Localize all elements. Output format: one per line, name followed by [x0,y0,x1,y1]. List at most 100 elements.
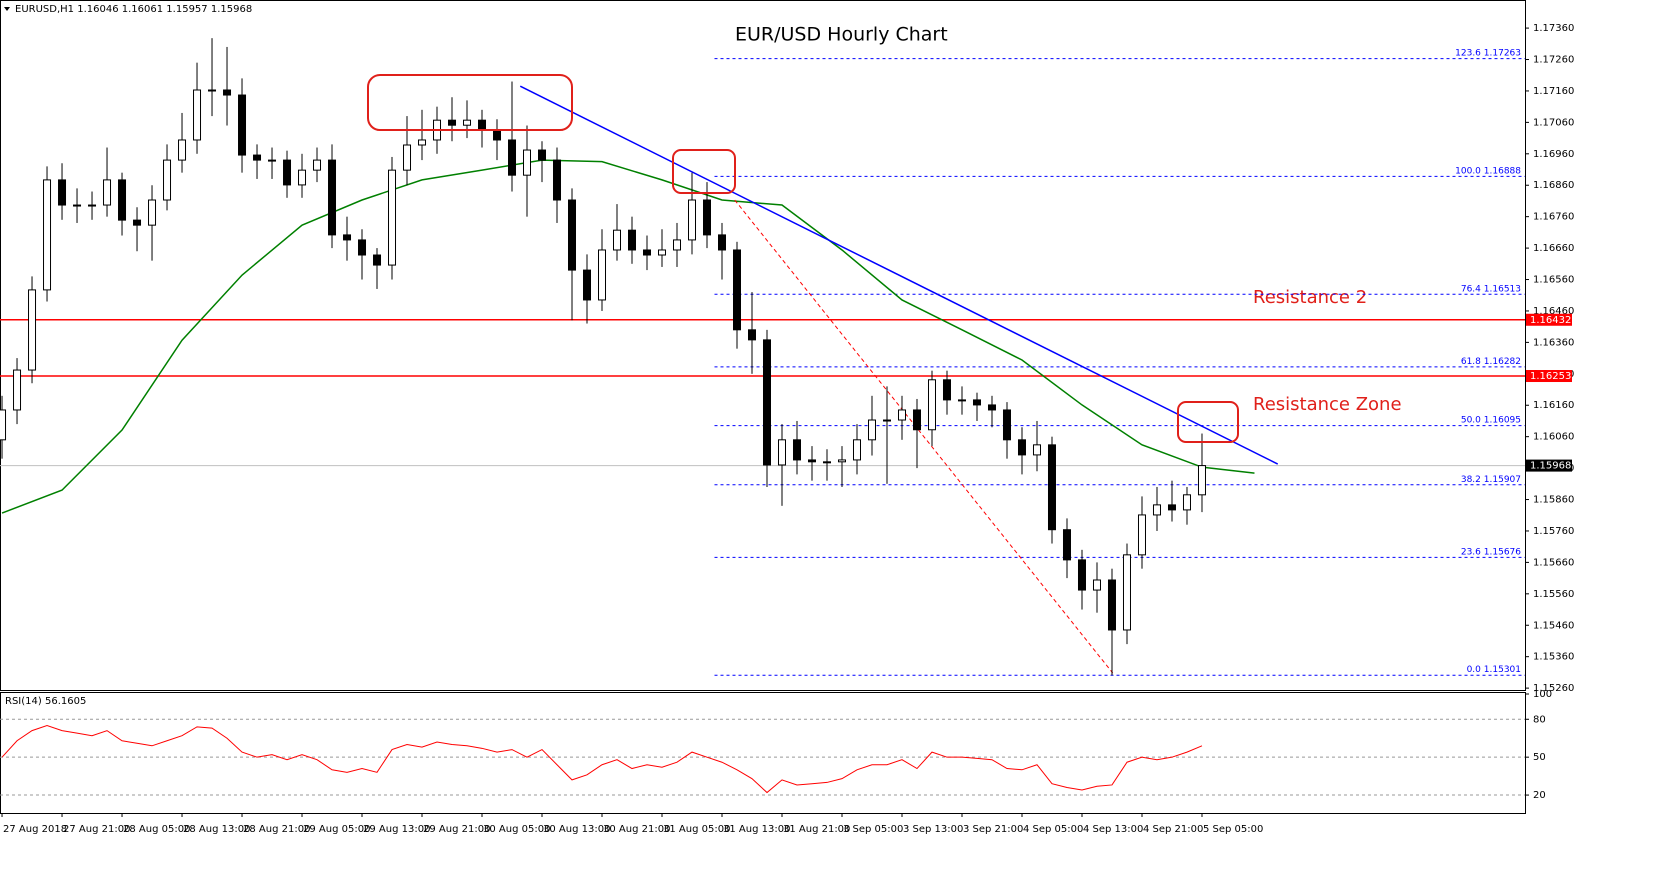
fib-price: 1.16513 [1484,284,1521,294]
x-tick-label: 30 Aug 21:00 [603,824,670,835]
candle-body [163,159,172,201]
fib-price: 1.16095 [1484,415,1521,425]
fib-price: 1.17263 [1484,48,1521,58]
rsi-line [1,725,1203,794]
x-tick-label: 4 Sep 13:00 [1083,824,1143,835]
fib-label: 0.0 1.15301 [1467,665,1521,675]
y-tick-label: 1.17060 [1533,117,1574,128]
fib-price: 1.15301 [1484,665,1521,675]
highlight-box [672,149,736,194]
candle-body [73,204,82,207]
x-tick-label: 31 Aug 13:00 [723,824,790,835]
fib-ratio: 100.0 [1455,166,1481,176]
candle-body [88,204,97,207]
y-tick-label: 1.16460 [1533,306,1574,317]
x-tick-label: 3 Sep 05:00 [843,824,903,835]
fib-label: 61.8 1.16282 [1461,356,1521,366]
marks: 1.15260 1.15360 1.15460 1.15560 1.15660 1.157… [0,23,1574,835]
x-tick-label: 28 Aug 21:00 [243,824,310,835]
candle-body [478,119,487,131]
candle-body [628,229,637,251]
highlight-box [1177,401,1239,443]
candle-body [1017,439,1026,456]
candle-body [673,239,682,251]
candle-body [912,409,921,431]
y-tick-label: 1.16160 [1533,400,1574,411]
candle-body [388,169,397,266]
candle-body [1107,579,1116,631]
highlight-box [367,74,573,131]
candle-body [748,329,757,341]
candle-body [448,119,457,126]
x-tick-label: 29 Aug 21:00 [423,824,490,835]
x-tick-label: 4 Sep 05:00 [1023,824,1083,835]
rsi-tick-label: 100 [1533,689,1552,700]
candle-body [208,89,217,92]
candle-body [343,234,352,241]
candle-body [613,229,622,251]
candle-body [373,254,382,266]
price-tag [1526,370,1572,383]
price-tag-label: 1.15968 [1530,461,1571,472]
y-tick-label: 1.17160 [1533,86,1574,97]
x-tick-label: 27 Aug 21:00 [63,824,130,835]
y-tick-label: 1.16660 [1533,243,1574,254]
candle-body [58,179,67,206]
chart-header: EURUSD,H1 1.16046 1.16061 1.15957 1.1596… [15,4,252,15]
price-tag [1526,459,1572,472]
fib-label: 23.6 1.15676 [1461,547,1521,557]
candle-body [223,89,232,96]
candle-body [882,419,891,422]
candle-body [972,399,981,406]
fib-ratio: 61.8 [1461,356,1481,366]
candle-body [942,379,951,401]
trend-line [519,85,1279,465]
candle-body [822,461,831,464]
candle-body [1077,559,1086,591]
candle-body [852,439,861,461]
x-tick-label: 27 Aug 2018 [3,824,67,835]
fib-ratio: 50.0 [1461,415,1481,425]
candle-body [568,199,577,271]
fib-label: 38.2 1.15907 [1461,474,1521,484]
menu-triangle [4,7,10,11]
fib-price: 1.15676 [1484,547,1521,557]
fib-ratio: 23.6 [1461,547,1481,557]
candle-body [957,399,966,402]
main-pane-frame [0,0,1526,691]
rsi-tick-label: 80 [1533,714,1546,725]
fib-ratio: 123.6 [1455,48,1481,58]
x-tick-label: 30 Aug 13:00 [543,824,610,835]
candle-body [553,159,562,201]
candle-body [193,89,202,141]
y-tick-label: 1.15760 [1533,526,1574,537]
y-tick-label: 1.17260 [1533,55,1574,66]
x-tick-label: 3 Sep 13:00 [903,824,963,835]
candle-body [703,199,712,236]
annotation: Resistance 2 [1253,287,1367,308]
fib-price: 1.16282 [1484,356,1521,366]
candle-body [718,234,727,251]
candle-body [792,439,801,461]
y-tick-label: 1.15260 [1533,683,1574,694]
x-tick-label: 4 Sep 21:00 [1143,824,1203,835]
y-tick-label: 1.15460 [1533,620,1574,631]
y-tick-label: 1.16760 [1533,212,1574,223]
candle-body [1062,529,1071,561]
candle-body [927,379,936,431]
candle-body [298,169,307,186]
chart-title: EUR/USD Hourly Chart [735,24,948,46]
x-tick-label: 29 Aug 05:00 [303,824,370,835]
y-tick-label: 1.16560 [1533,275,1574,286]
price-tag [1526,313,1572,326]
candle-body [238,94,247,156]
x-tick-label: 29 Aug 13:00 [363,824,430,835]
candle-body [583,269,592,301]
fib-ratio: 38.2 [1461,474,1481,484]
annotation: Resistance Zone [1253,394,1402,415]
candle-body [643,249,652,256]
candle-body [403,144,412,171]
y-tick-label: 1.15660 [1533,557,1574,568]
candle-body [1092,579,1101,591]
